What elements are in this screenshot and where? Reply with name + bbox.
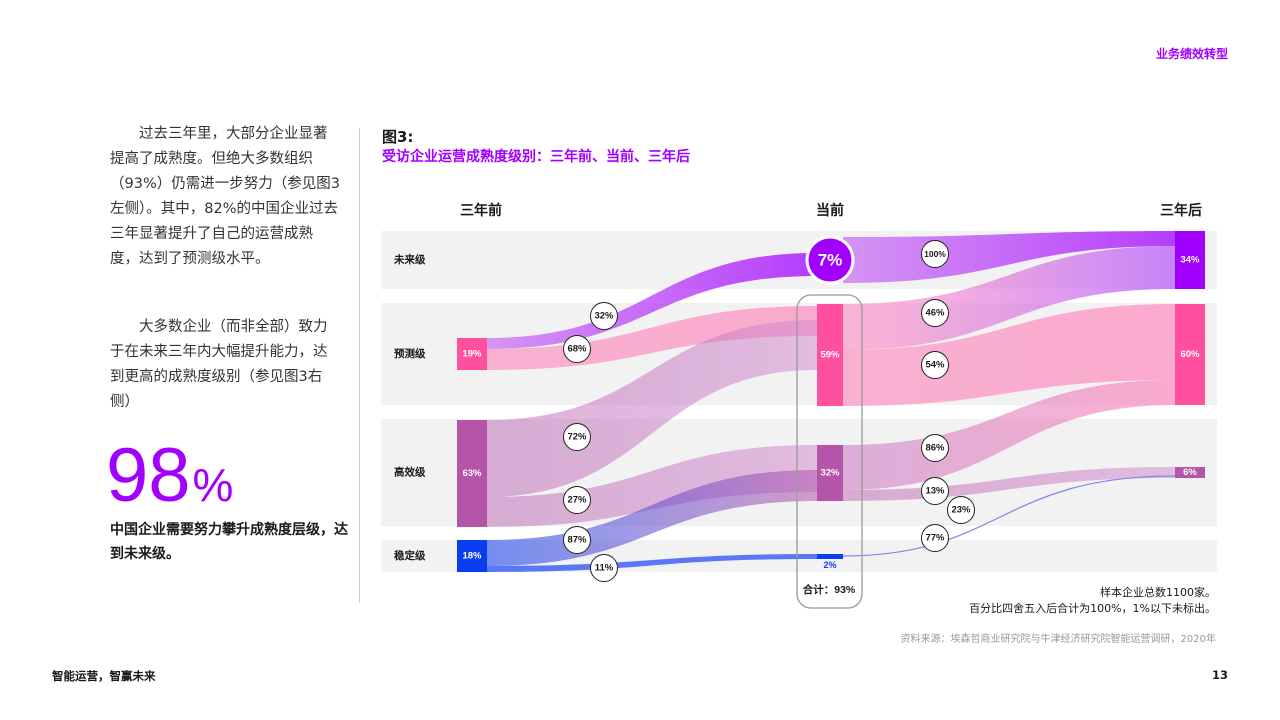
sankey-node — [817, 554, 843, 559]
flow-value-bubble — [563, 335, 591, 363]
sankey-node — [457, 338, 487, 370]
flow-value-bubble — [921, 434, 949, 462]
column-header: 三年前 — [460, 202, 502, 218]
sankey-node — [457, 540, 487, 572]
flow-value-bubble — [563, 526, 591, 554]
flow-value-label: 27% — [567, 495, 587, 506]
flow-value-bubble — [921, 477, 949, 505]
body-paragraph-1: 过去三年里，大部分企业显著提高了成熟度。但绝大多数组织（93%）仍需进一步努力（… — [110, 126, 340, 267]
footer-title: 智能运营，智赢未来 — [52, 669, 156, 683]
node-label: 63% — [462, 468, 482, 479]
sankey-node — [817, 445, 843, 501]
row-label: 未来级 — [393, 253, 426, 266]
flow-value-bubble — [921, 240, 949, 268]
sankey-node — [1175, 231, 1205, 289]
row-label: 预测级 — [394, 347, 426, 360]
flow-line — [842, 475, 1176, 557]
flow-band — [843, 246, 1175, 350]
flow-value-bubble — [563, 486, 591, 514]
section-title: 业务绩效转型 — [1155, 47, 1228, 61]
node-label: 59% — [820, 350, 840, 361]
flow-band — [843, 304, 1175, 406]
node-label: 60% — [1180, 349, 1200, 360]
node-label: 32% — [820, 468, 840, 479]
page-number: 13 — [1211, 668, 1228, 682]
flow-value-label: 72% — [567, 432, 587, 443]
flow-value-label: 11% — [595, 563, 614, 574]
node-label: 2% — [823, 560, 836, 570]
stat-caption: 中国企业需要努力攀升成熟度层级，达到未来级。 — [110, 522, 348, 562]
sample-note: 样本企业总数1100家。 — [1100, 586, 1216, 599]
flow-value-bubble — [590, 302, 618, 330]
body-paragraph-2: 大多数企业（而非全部）致力于在未来三年内大幅提升能力，达到更高的成熟度级别（参见… — [110, 319, 328, 410]
flow-band — [487, 554, 817, 572]
flow-value-label: 87% — [567, 535, 587, 546]
sankey-node — [1175, 304, 1205, 405]
source-note: 资料来源：埃森哲商业研究院与牛津经济研究院智能运营调研，2020年 — [900, 634, 1216, 645]
node-future-circle — [805, 235, 855, 285]
node-label: 34% — [1180, 255, 1200, 266]
chart-notes: 样本企业总数1100家。 百分比四舍五入后合计为100%，1%以下未标出。 — [969, 585, 1216, 617]
figure-title: 受访企业运营成熟度级别：三年前、当前、三年后 — [382, 149, 690, 165]
highlight-total-label: 合计：93% — [802, 583, 856, 596]
figure-number: 图3: — [382, 128, 414, 146]
row-label: 稳定级 — [394, 549, 426, 562]
flow-band — [843, 380, 1175, 490]
flow-value-label: 77% — [925, 533, 945, 544]
flow-value-label: 100% — [924, 249, 946, 259]
node-label: 18% — [462, 551, 482, 562]
column-header: 当前 — [816, 202, 844, 218]
sankey-node — [817, 304, 843, 406]
flow-value-label: 68% — [567, 344, 587, 355]
flow-value-bubble — [921, 351, 949, 379]
flow-band — [487, 320, 817, 497]
stat-unit: % — [192, 459, 234, 511]
node-label: 19% — [462, 349, 482, 360]
highlight-stat: 98% — [106, 438, 233, 514]
flow-value-label: 32% — [594, 311, 614, 322]
sankey-node — [1175, 467, 1205, 478]
highlight-box — [796, 294, 863, 609]
node-label: 7% — [818, 251, 843, 270]
rounding-note: 百分比四舍五入后合计为100%，1%以下未标出。 — [969, 602, 1216, 615]
flow-value-label: 13% — [925, 486, 945, 497]
flow-value-label: 46% — [925, 308, 945, 319]
row-label: 高效级 — [394, 466, 426, 479]
column-header: 三年后 — [1160, 202, 1202, 218]
sankey-node — [457, 420, 487, 527]
flow-value-bubble — [921, 524, 949, 552]
node-label: 6% — [1183, 467, 1197, 478]
flow-value-bubble — [947, 496, 975, 524]
flow-value-label: 54% — [925, 360, 945, 371]
flow-value-bubble — [590, 554, 618, 582]
flow-band — [487, 253, 817, 349]
vertical-divider — [359, 128, 360, 603]
flow-value-label: 86% — [925, 443, 945, 454]
stat-number: 98 — [106, 433, 191, 518]
flow-value-bubble — [563, 423, 591, 451]
flow-value-bubble — [921, 299, 949, 327]
flow-value-label: 23% — [951, 505, 971, 516]
